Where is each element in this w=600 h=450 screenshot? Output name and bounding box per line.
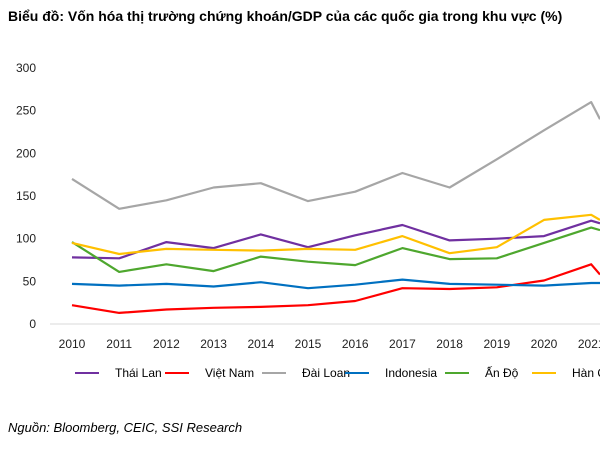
x-tick-label: 2021: [578, 337, 600, 351]
legend-label: Thái Lan: [115, 366, 162, 380]
y-tick-label: 300: [16, 61, 36, 75]
y-tick-label: 50: [23, 274, 37, 288]
chart-title: Biểu đồ: Vốn hóa thị trường chứng khoán/…: [8, 8, 563, 24]
legend-label: Ấn Độ: [485, 366, 519, 380]
legend-swatch: [165, 372, 189, 374]
series-line-4: [71, 226, 600, 273]
x-tick-label: 2011: [106, 337, 132, 351]
y-tick-label: 250: [16, 104, 36, 118]
legend-swatch: [532, 372, 556, 374]
x-tick-label: 2019: [483, 337, 510, 351]
legend-label: Việt Nam: [205, 366, 255, 380]
x-tick-label: 2010: [59, 337, 86, 351]
legend-item: Indonesia: [345, 366, 437, 380]
legend-item: Thái Lan: [75, 366, 162, 380]
series-line-5: [71, 213, 600, 256]
y-axis-ticks: 0 50 100 150 200 250 300: [16, 61, 36, 331]
legend-item: Đài Loan: [262, 366, 350, 380]
legend-label: Indonesia: [385, 366, 438, 380]
series-line-1: [71, 263, 600, 314]
x-tick-label: 2012: [153, 337, 180, 351]
legend-swatch: [445, 372, 469, 374]
y-tick-label: 0: [29, 317, 36, 331]
x-tick-label: 2017: [389, 337, 416, 351]
series-layer: [71, 100, 600, 314]
legend-swatch: [75, 372, 99, 374]
series-line-0: [71, 219, 600, 260]
x-tick-label: 2020: [531, 337, 558, 351]
x-tick-label: 2015: [295, 337, 322, 351]
legend-item: Ấn Độ: [445, 366, 518, 380]
y-tick-label: 100: [16, 232, 36, 246]
legend-label: Đài Loan: [302, 366, 351, 380]
y-tick-label: 150: [16, 189, 36, 203]
source-note: Nguồn: Bloomberg, CEIC, SSI Research: [8, 420, 243, 435]
x-tick-label: 2013: [200, 337, 227, 351]
x-tick-label: 2016: [342, 337, 369, 351]
x-tick-label: 2018: [436, 337, 463, 351]
legend-label: Hàn Quốc: [572, 366, 600, 380]
legend-swatch: [262, 372, 286, 374]
series-line-3: [71, 278, 600, 290]
y-tick-label: 200: [16, 146, 36, 160]
x-tick-label: 2014: [247, 337, 274, 351]
chart-legend: Thái Lan Việt Nam Đài Loan Indonesia Ấn Độ Hà…: [0, 366, 600, 386]
legend-item: Hàn Quốc: [532, 366, 600, 380]
x-axis-ticks: 2010 2011 2012 2013 2014 2015 2016 2017 2018 2019…: [59, 337, 600, 351]
legend-item: Việt Nam: [165, 366, 254, 380]
legend-swatch: [345, 372, 369, 374]
series-line-2: [71, 100, 600, 210]
